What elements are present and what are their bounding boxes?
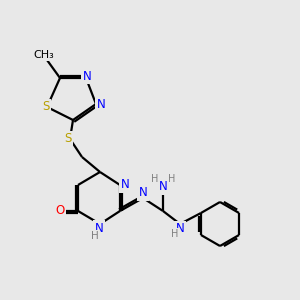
Text: S: S [64, 133, 72, 146]
Text: N: N [94, 221, 103, 235]
Text: H: H [171, 229, 179, 239]
Text: H: H [151, 174, 159, 184]
Text: H: H [91, 231, 99, 241]
Text: CH₃: CH₃ [34, 50, 54, 60]
Text: O: O [56, 205, 64, 218]
Text: H: H [168, 174, 176, 184]
Text: N: N [97, 98, 105, 110]
Text: N: N [121, 178, 129, 191]
Text: N: N [139, 187, 147, 200]
Text: S: S [42, 100, 50, 113]
Text: N: N [159, 181, 167, 194]
Text: N: N [176, 223, 184, 236]
Text: N: N [82, 70, 91, 83]
